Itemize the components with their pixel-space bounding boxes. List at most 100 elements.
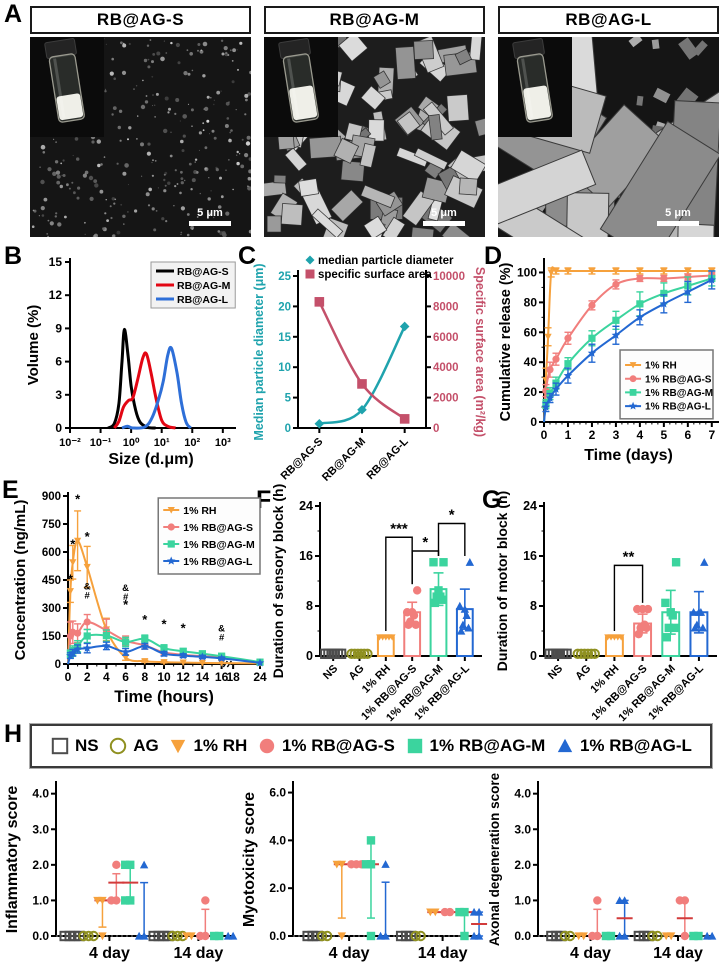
- svg-text:24: 24: [523, 499, 537, 513]
- svg-text:Myotoxicity score: Myotoxicity score: [241, 792, 258, 927]
- svg-text:4 day: 4 day: [329, 945, 370, 962]
- svg-text:6: 6: [55, 355, 62, 369]
- vial-icon: [44, 38, 85, 123]
- svg-text:Size (d.μm): Size (d.μm): [108, 451, 193, 468]
- svg-text:6: 6: [122, 670, 129, 684]
- svg-text:*: *: [75, 491, 81, 506]
- panel-label-b: B: [4, 242, 23, 270]
- svg-text:2: 2: [589, 428, 596, 442]
- scale-bar: [423, 221, 465, 226]
- vial-icon: [278, 38, 319, 123]
- svg-text:16: 16: [215, 670, 229, 684]
- svg-text:*: *: [85, 529, 91, 544]
- h-legend-entry: 1% RB@AG-M: [405, 736, 546, 756]
- svg-text:10: 10: [278, 362, 291, 374]
- svg-text:8000: 8000: [433, 301, 459, 313]
- svg-text:#: #: [219, 632, 225, 643]
- svg-text:24: 24: [253, 670, 267, 684]
- svg-text:Cumulative release (%): Cumulative release (%): [498, 262, 514, 421]
- svg-text:#: #: [123, 592, 129, 603]
- svg-text:0: 0: [433, 423, 439, 435]
- svg-text:*: *: [161, 617, 167, 632]
- svg-text:0: 0: [541, 428, 548, 442]
- svg-text:9: 9: [55, 321, 62, 335]
- square-open-icon: [51, 737, 69, 755]
- svg-text:12: 12: [177, 670, 191, 684]
- svg-text:8: 8: [141, 670, 148, 684]
- sem-title-s: RB@AG-S: [30, 6, 251, 34]
- panel-label-d: D: [484, 242, 503, 270]
- svg-text:6.0: 6.0: [269, 786, 286, 800]
- panel-label-e: E: [2, 476, 19, 504]
- svg-text:**: **: [623, 548, 635, 565]
- svg-text:AG: AG: [573, 663, 593, 683]
- svg-text:3.0: 3.0: [514, 822, 531, 836]
- svg-text:14 day: 14 day: [418, 945, 468, 962]
- panel-label-c: C: [238, 242, 257, 270]
- svg-text:*: *: [123, 597, 129, 612]
- svg-text:RB@AG-L: RB@AG-L: [364, 435, 411, 482]
- panel-label-g: G: [482, 486, 502, 514]
- svg-text:1% RH: 1% RH: [645, 361, 677, 372]
- svg-text:0.0: 0.0: [32, 929, 49, 943]
- svg-text:1.0: 1.0: [514, 893, 531, 907]
- h-legend-label: NS: [75, 736, 99, 755]
- svg-text:Inflammatory score: Inflammatory score: [4, 786, 21, 934]
- sem-title-l: RB@AG-L: [498, 6, 719, 34]
- svg-text:10⁰: 10⁰: [123, 437, 140, 449]
- svg-text:24: 24: [299, 499, 313, 513]
- h-legend-entry: AG: [108, 736, 159, 756]
- svg-text:3: 3: [613, 428, 620, 442]
- chart-diameter-surface-area: 05101520250200040006000800010000RB@AG-SR…: [252, 255, 487, 484]
- svg-text:0: 0: [530, 415, 537, 429]
- svg-text:3.0: 3.0: [32, 822, 49, 836]
- svg-text:10¹: 10¹: [154, 437, 170, 449]
- svg-text:4.0: 4.0: [269, 833, 286, 847]
- svg-text:6: 6: [684, 428, 691, 442]
- svg-text:2: 2: [84, 670, 91, 684]
- svg-text:Duration of sensory block (h): Duration of sensory block (h): [270, 484, 286, 678]
- svg-text:RB@AG-L: RB@AG-L: [177, 294, 229, 306]
- h-legend-label: AG: [133, 736, 159, 755]
- svg-text:*: *: [142, 612, 148, 627]
- panel-a-sem-row: RB@AG-S 5 μm RB@AG-M 5 μm RB@AG-L 5 μm: [30, 6, 719, 237]
- h-legend-entry: 1% RB@AG-L: [555, 736, 692, 756]
- sem-image-s: 5 μm: [30, 37, 251, 237]
- svg-text:40: 40: [524, 355, 538, 369]
- svg-text:0: 0: [65, 670, 72, 684]
- svg-text:5: 5: [285, 393, 292, 405]
- svg-text:15: 15: [278, 332, 291, 344]
- svg-text:0: 0: [306, 649, 313, 663]
- svg-text:*: *: [422, 534, 428, 551]
- svg-text:5: 5: [661, 428, 668, 442]
- svg-text:0: 0: [55, 421, 62, 435]
- svg-text:4: 4: [103, 670, 110, 684]
- svg-text:10⁻²: 10⁻²: [59, 437, 81, 449]
- chart-inflammatory-score: 0.0 1.0 2.0 3.0 4.0 Inflammatory score 4 day 14…: [4, 781, 238, 962]
- svg-text:14 day: 14 day: [173, 945, 223, 962]
- svg-text:7: 7: [708, 428, 715, 442]
- circle-icon: [259, 738, 275, 754]
- svg-text:20: 20: [524, 385, 538, 399]
- svg-text:1: 1: [565, 428, 572, 442]
- triangle-down-icon: [171, 739, 186, 754]
- svg-text:5 μm: 5 μm: [665, 207, 691, 219]
- svg-text:Concentration (ng/mL): Concentration (ng/mL): [12, 500, 29, 661]
- sem-panel-s: RB@AG-S 5 μm: [30, 6, 251, 237]
- panel-h-legend: NS AG 1% RH 1% RB@AG-S 1% RB@AG-M 1% RB@AG-L: [30, 724, 712, 768]
- svg-text:4.0: 4.0: [514, 787, 531, 801]
- svg-text:***: ***: [390, 520, 408, 537]
- svg-text:AG: AG: [346, 663, 366, 683]
- svg-text:2.0: 2.0: [514, 858, 531, 872]
- svg-text:Axonal degeneration score: Axonal degeneration score: [487, 772, 502, 946]
- svg-text:&: &: [84, 581, 91, 592]
- h-legend-label: 1% RB@AG-L: [579, 736, 692, 755]
- svg-text:4 day: 4 day: [570, 945, 611, 962]
- h-legend-label: 1% RB@AG-M: [429, 736, 546, 755]
- chart-cumulative-release: 0 1 2 3 4 5 6 7 0 20 40 60 80 100 Time (days) Cumulativ…: [498, 258, 719, 464]
- svg-text:8: 8: [306, 599, 313, 613]
- svg-text:0.0: 0.0: [269, 929, 286, 943]
